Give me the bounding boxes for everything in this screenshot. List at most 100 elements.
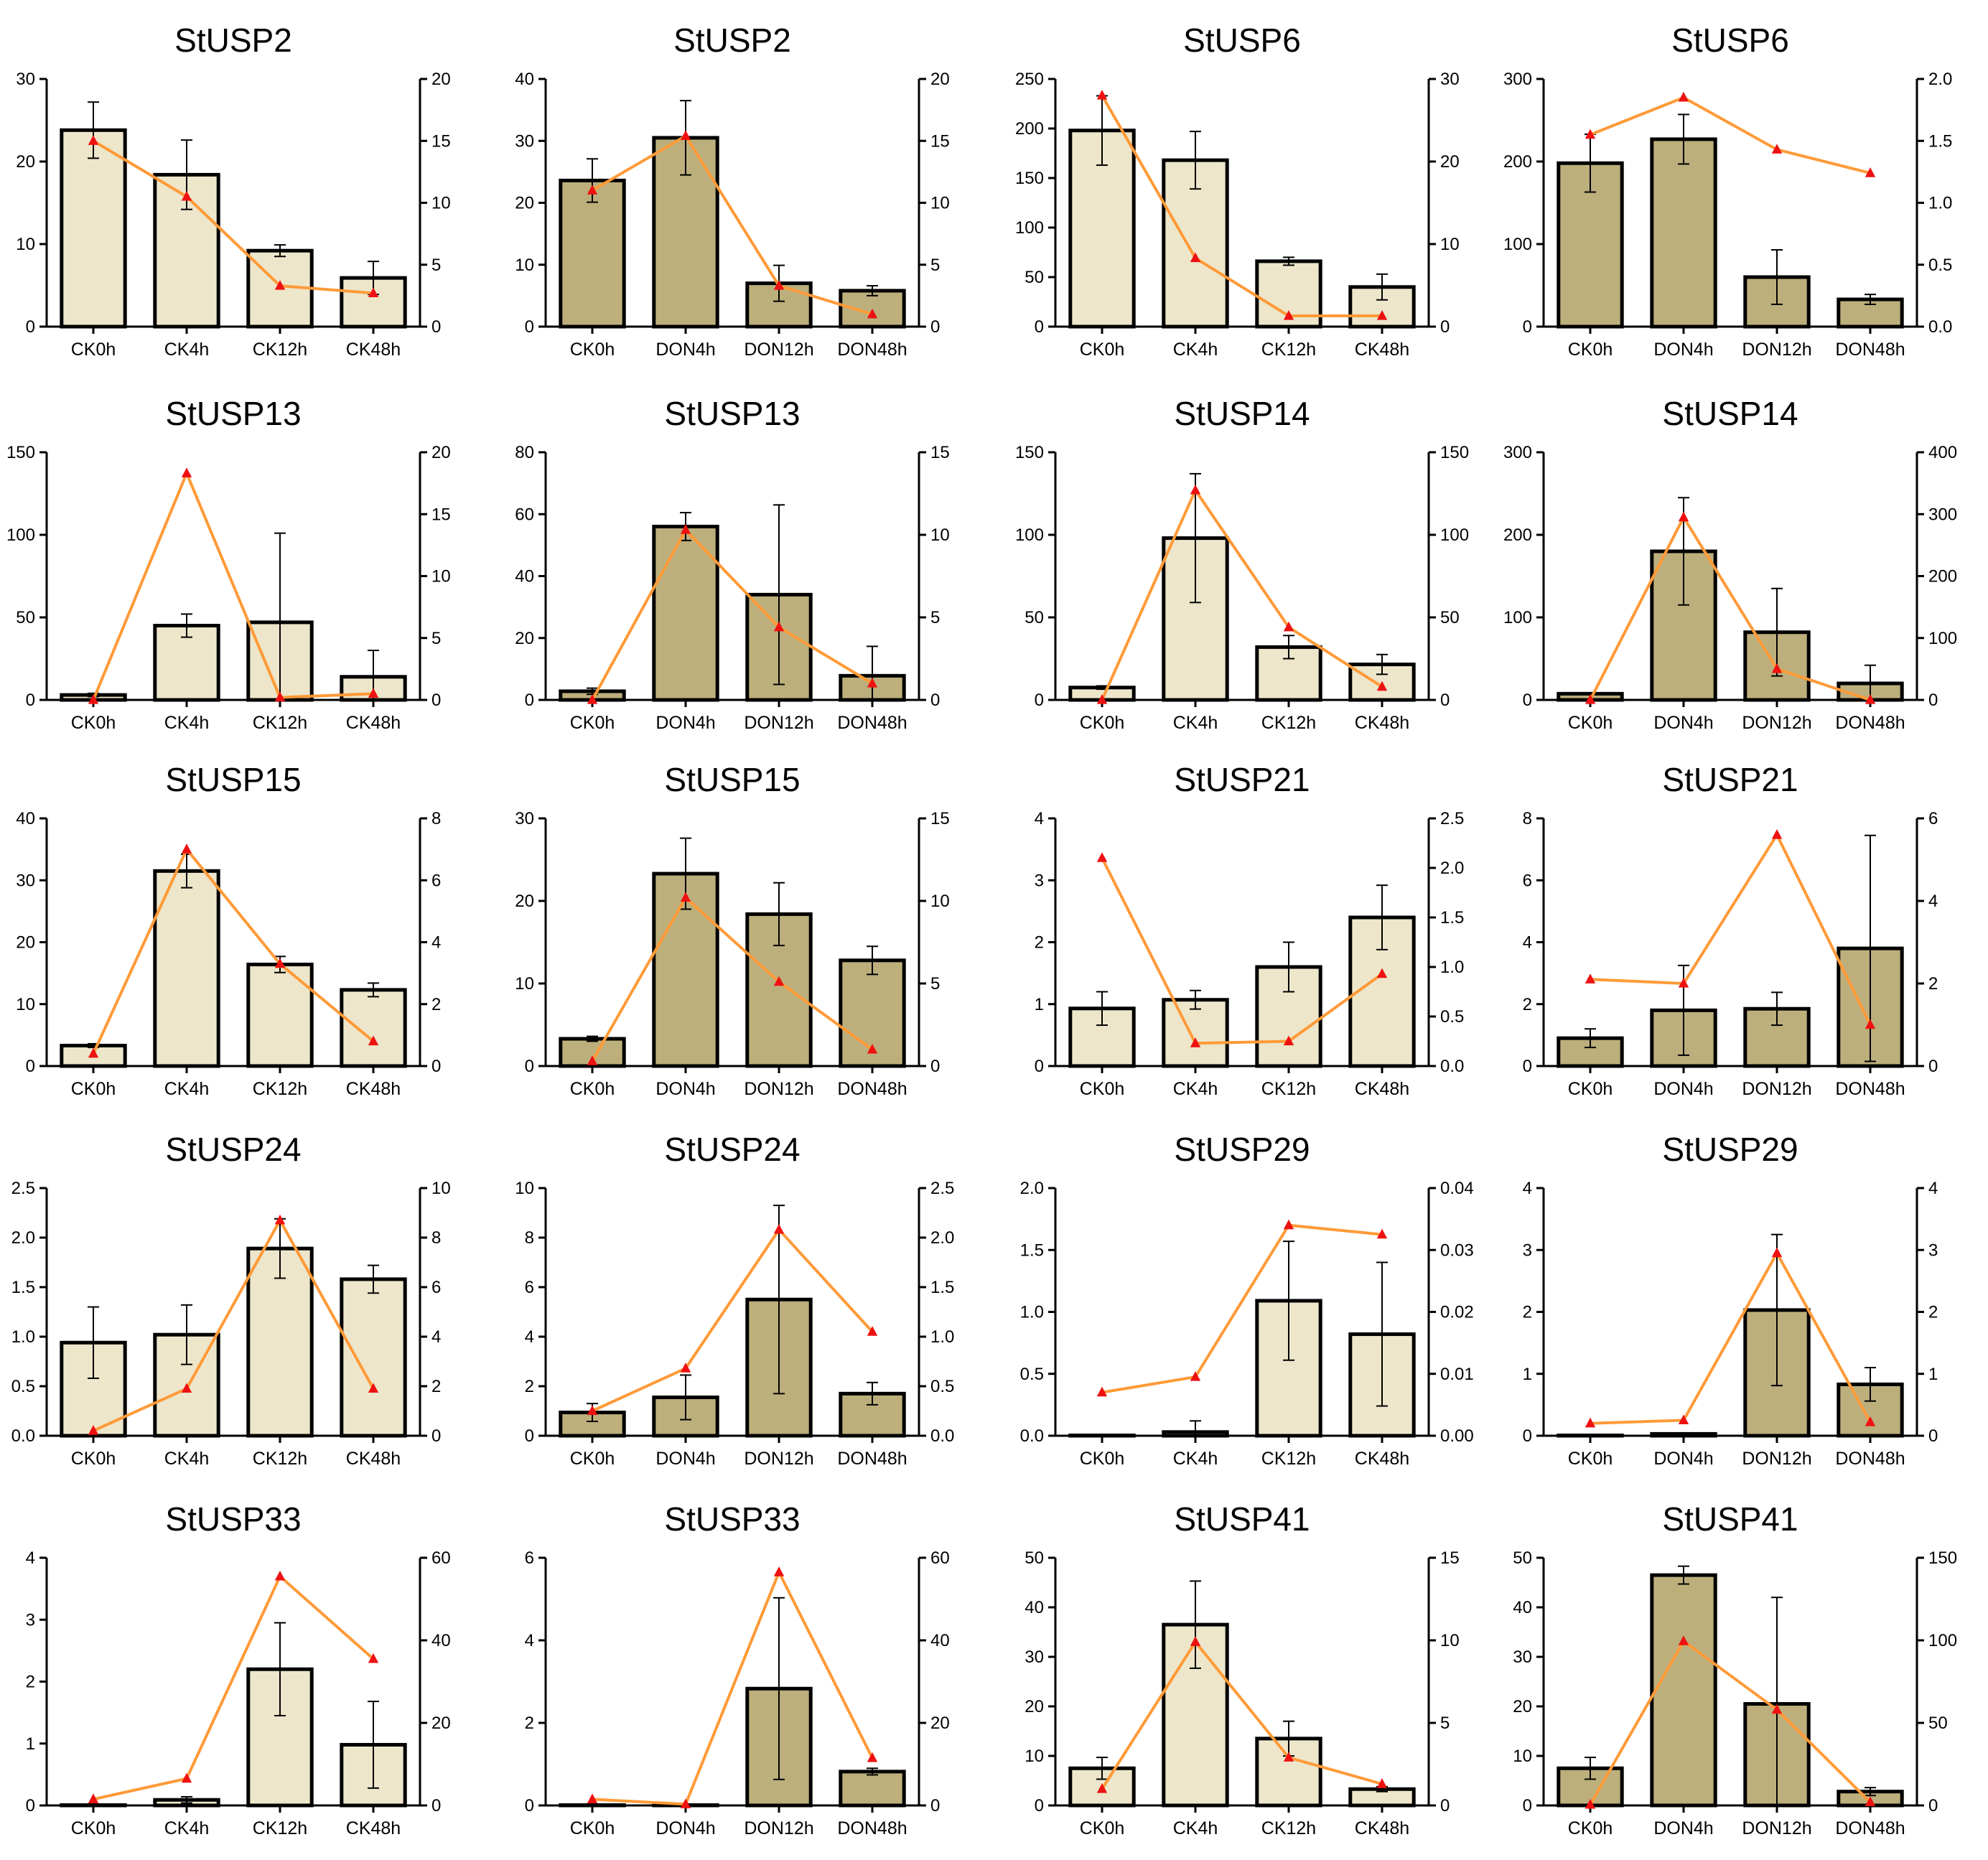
line-series: [1590, 1251, 1872, 1425]
chart-title: StUSP15: [664, 761, 800, 798]
chart-panel: StUSP13 0 20 40 60 80 0 5 10 15 CK0h DON4h DON12h DON…: [515, 395, 949, 733]
line-point-marker: [274, 958, 286, 968]
line-point-marker: [867, 1752, 878, 1762]
line-point-marker: [867, 678, 878, 688]
y-tick-label: 0: [1035, 691, 1044, 710]
x-tick-label: CK12h: [253, 340, 307, 360]
y-tick-label: 4: [26, 1548, 35, 1568]
y-tick-label: 4: [1035, 809, 1044, 828]
y-tick-label: 3: [26, 1610, 35, 1630]
x-tick-label: CK48h: [1355, 1079, 1409, 1099]
chart-panel: StUSP29 0 1 2 3 4 0 1 2 3 4 CK0h DON4h DON12h DON48h: [1523, 1131, 1938, 1469]
y-tick-label: 0: [1523, 691, 1532, 710]
bar: [559, 178, 626, 329]
y-tick-label: 0: [26, 317, 35, 337]
y2-tick-label: 0: [930, 317, 940, 337]
line-point-marker: [368, 1653, 379, 1663]
chart-title: StUSP29: [1662, 1131, 1798, 1168]
line-series: [592, 1571, 874, 1806]
x-tick-label: CK0h: [1568, 1079, 1613, 1099]
x-tick-label: CK48h: [1355, 1818, 1409, 1838]
y2-tick-label: 0.0: [1928, 317, 1952, 337]
y-tick-label: 0: [26, 1057, 35, 1076]
line-series: [1101, 857, 1383, 1045]
chart-panel: StUSP24 0 2 4 6 8 10 0.0 0.5 1.0 1.5 2.0 2.5 CK0h DON4…: [515, 1131, 954, 1469]
y2-tick-label: 100: [1928, 629, 1957, 648]
y2-tick-label: 2: [1928, 974, 1938, 994]
y2-tick-label: 1.0: [1928, 194, 1952, 213]
line-point-marker: [1190, 1037, 1201, 1047]
bar: [1650, 1573, 1717, 1808]
chart-panel: StUSP21 0 2 4 6 8 0 2 4 6 CK0h DON4h DON12h DON48h: [1523, 761, 1938, 1099]
y-tick-label: 30: [1513, 1648, 1532, 1667]
x-tick-label: DON12h: [1742, 340, 1811, 360]
chart-title: StUSP33: [165, 1500, 301, 1538]
y-tick-label: 0: [1035, 1796, 1044, 1815]
error-bar: [368, 1701, 379, 1789]
y-tick-label: 1: [26, 1734, 35, 1754]
error-bar: [773, 1205, 785, 1395]
x-tick-label: DON12h: [744, 713, 813, 733]
y-tick-label: 50: [16, 608, 35, 627]
y-tick-label: 0.5: [1020, 1365, 1044, 1384]
y2-tick-label: 20: [930, 1714, 950, 1733]
y2-tick-label: 20: [431, 70, 451, 89]
bar: [153, 624, 220, 702]
error-bar: [1771, 991, 1783, 1027]
line-point-marker: [1585, 973, 1596, 983]
x-tick-label: DON12h: [744, 340, 813, 360]
y-tick-label: 50: [1025, 268, 1044, 287]
x-tick-label: CK4h: [1173, 1818, 1218, 1838]
chart-title: StUSP41: [1174, 1500, 1310, 1538]
line-series: [1101, 1223, 1383, 1394]
y-tick-label: 0: [525, 1796, 534, 1815]
y2-tick-label: 2.0: [1440, 859, 1464, 878]
line-point-marker: [1376, 310, 1388, 320]
y2-tick-label: 10: [431, 1179, 451, 1198]
y2-tick-label: 0.5: [1928, 256, 1952, 275]
error-bar: [1585, 1028, 1596, 1049]
line-series: [1590, 95, 1871, 175]
y-tick-label: 1.5: [1020, 1240, 1044, 1260]
error-bar: [1190, 131, 1201, 190]
x-tick-label: CK0h: [71, 340, 116, 360]
y2-tick-label: 150: [1440, 443, 1469, 462]
x-tick-label: CK0h: [1080, 1079, 1125, 1099]
chart-title: StUSP6: [1183, 22, 1301, 59]
chart-title: StUSP21: [1174, 761, 1310, 798]
y2-tick-label: 1.5: [1928, 131, 1952, 151]
error-bar: [1376, 1261, 1388, 1407]
y-tick-label: 8: [525, 1228, 534, 1248]
x-tick-label: DON12h: [1742, 1079, 1811, 1099]
line-point-marker: [88, 1047, 99, 1058]
error-bar: [867, 285, 878, 296]
line-point-marker: [867, 308, 878, 319]
x-tick-label: CK0h: [1568, 1449, 1613, 1469]
y-tick-label: 2: [1035, 933, 1044, 953]
line-point-marker: [181, 190, 192, 201]
chart-title: StUSP13: [165, 395, 301, 432]
y-tick-label: 300: [1503, 70, 1532, 89]
chart-panel: StUSP6 0 50 100 150 200 250 0 10 20 30 CK0h CK4h CK12…: [1015, 22, 1460, 360]
y-tick-label: 4: [525, 1327, 534, 1347]
y-tick-label: 20: [515, 629, 534, 648]
chart-title: StUSP29: [1174, 1131, 1310, 1168]
y-tick-label: 150: [1015, 443, 1044, 462]
line-point-marker: [368, 1035, 379, 1046]
y-tick-label: 2: [26, 1673, 35, 1692]
y2-tick-label: 0.5: [1440, 1007, 1464, 1027]
x-tick-label: CK0h: [570, 1818, 615, 1838]
error-bar: [88, 1306, 99, 1379]
y2-tick-label: 10: [1440, 1631, 1460, 1650]
y2-tick-label: 4: [1928, 892, 1938, 911]
y2-tick-label: 10: [930, 194, 950, 213]
y2-tick-label: 0: [1928, 1796, 1938, 1815]
chart-title: StUSP6: [1671, 22, 1789, 59]
y-tick-label: 150: [1015, 169, 1044, 188]
y-tick-label: 0: [1523, 317, 1532, 337]
error-bar: [1190, 989, 1201, 1010]
y2-tick-label: 0: [1440, 317, 1450, 337]
y-tick-label: 50: [1513, 1548, 1532, 1568]
y-tick-label: 10: [16, 235, 35, 254]
y-tick-label: 100: [1503, 608, 1532, 627]
